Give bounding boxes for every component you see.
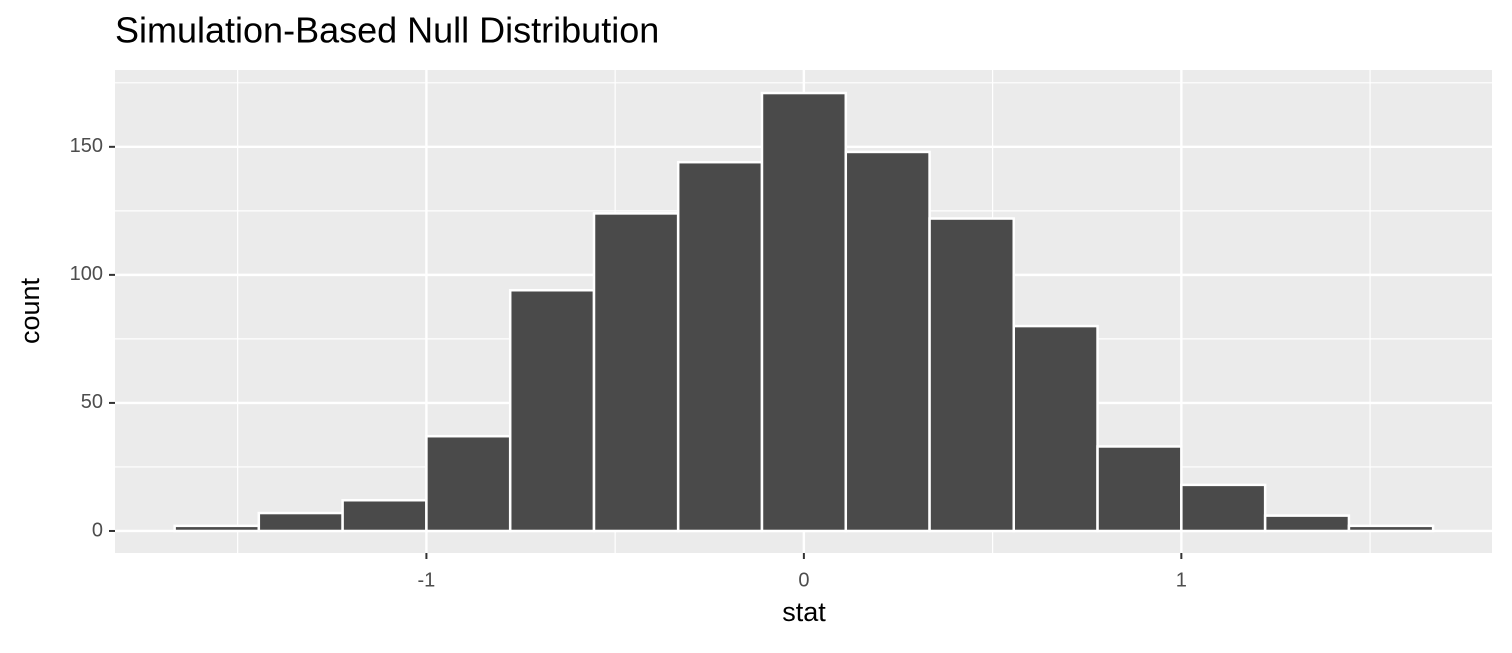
x-tick-label: -1 <box>418 569 436 591</box>
bar <box>173 524 261 533</box>
bar <box>425 434 512 533</box>
bar <box>508 288 596 533</box>
y-tick-label: 0 <box>92 519 103 541</box>
x-tick-label: 0 <box>798 569 809 591</box>
bar <box>1012 324 1099 533</box>
chart-title: Simulation-Based Null Distribution <box>115 10 659 51</box>
bar <box>676 160 764 533</box>
bar <box>928 217 1015 533</box>
bar <box>341 498 428 533</box>
y-tick-label: 150 <box>70 135 103 157</box>
y-tick-label: 100 <box>70 263 103 285</box>
x-tick-label: 1 <box>1176 569 1187 591</box>
bar <box>1263 514 1351 533</box>
bar <box>1347 524 1435 533</box>
bar <box>1096 445 1183 533</box>
x-axis-title: stat <box>782 597 826 627</box>
bar <box>760 91 848 533</box>
bar <box>1180 483 1267 533</box>
bar <box>844 150 931 533</box>
bar <box>257 511 344 533</box>
bar <box>592 212 680 533</box>
y-axis-title: count <box>15 277 45 344</box>
y-tick-label: 50 <box>81 391 103 413</box>
